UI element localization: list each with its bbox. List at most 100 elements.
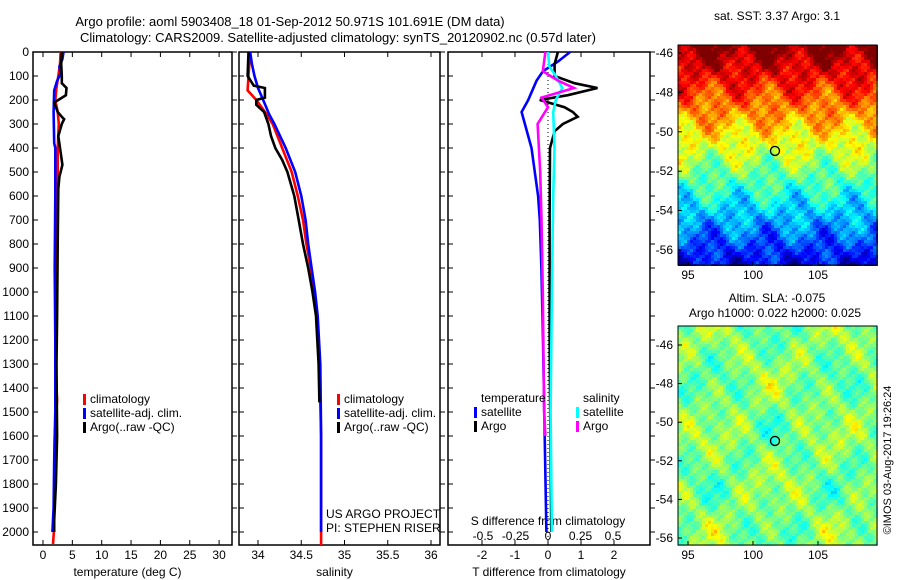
series-line-satellite-adj-clim-	[51, 51, 65, 533]
y-tick-label: 1600	[2, 429, 29, 443]
x-axis-label: T difference from climatology	[472, 565, 626, 579]
legend-label: satellite-adj. clim.	[90, 406, 182, 420]
x-tick-label: -1	[510, 548, 521, 562]
sla-map-image	[678, 326, 878, 546]
series-line-satellite-adj-clim-	[248, 51, 323, 532]
y-tick-label: 0	[22, 45, 29, 59]
x-axis-label: temperature (deg C)	[73, 565, 181, 579]
argo-float-marker	[769, 145, 781, 157]
x-tick-label: 5	[69, 548, 76, 562]
x-tick-label: 0	[545, 548, 552, 562]
lat-tick-label: -54	[656, 492, 674, 506]
legend-swatch	[576, 421, 579, 432]
y-tick-label: 400	[9, 141, 29, 155]
sst-map-frame	[677, 44, 878, 266]
legend-label: Argo(..raw -QC)	[344, 420, 429, 434]
lon-tick-label: 100	[743, 548, 763, 562]
x-tick-label: 34.5	[290, 548, 314, 562]
y-tick-label: 700	[9, 213, 29, 227]
s-tick-label: -0.25	[502, 529, 530, 543]
credit-pi: PI: STEPHEN RISER	[326, 521, 441, 535]
legend-label: satellite	[583, 405, 624, 419]
lat-tick-label: -56	[656, 243, 674, 257]
x-tick-label: 20	[154, 548, 168, 562]
lon-tick-label: 105	[808, 548, 828, 562]
y-tick-label: 1400	[2, 381, 29, 395]
figure-subtitle: Climatology: CARS2009. Satellite-adjuste…	[80, 30, 596, 45]
legend-label: climatology	[90, 392, 150, 406]
legend-swatch	[474, 421, 477, 432]
legend-swatch	[337, 408, 340, 419]
x-tick-label: 36	[424, 548, 438, 562]
y-tick-label: 1700	[2, 453, 29, 467]
lat-tick-label: -52	[656, 164, 674, 178]
legend-title-salinity: salinity	[583, 391, 620, 405]
x-tick-label: 25	[183, 548, 197, 562]
series-line-argo-raw-qc-	[52, 51, 68, 532]
y-tick-label: 1800	[2, 477, 29, 491]
lat-tick-label: -48	[656, 377, 674, 391]
s-tick-label: 0.25	[569, 529, 593, 543]
copyright-text: ©IMOS 03-Aug-2017 19:26:24	[882, 386, 894, 535]
x-tick-label: 2	[611, 548, 618, 562]
y-tick-label: 100	[9, 69, 29, 83]
series-line-s-argo	[536, 51, 578, 437]
x-tick-label: 0	[40, 548, 47, 562]
legend-swatch	[83, 394, 86, 405]
lat-tick-label: -54	[656, 204, 674, 218]
lat-tick-label: -52	[656, 454, 674, 468]
series-line-argo-raw-qc-	[246, 51, 321, 403]
legend-label: Argo	[583, 419, 609, 433]
y-tick-label: 200	[9, 93, 29, 107]
legend-swatch	[576, 407, 579, 418]
y-tick-label: 300	[9, 117, 29, 131]
x-tick-label: 35	[338, 548, 352, 562]
y-tick-label: 1000	[2, 285, 29, 299]
sla-map-subtitle: Argo h1000: 0.022 h2000: 0.025	[689, 306, 861, 320]
y-tick-label: 900	[9, 261, 29, 275]
legend-label: Argo	[481, 419, 507, 433]
salinity-plot-frame	[238, 51, 441, 546]
y-tick-label: 1500	[2, 405, 29, 419]
x-axis-label: salinity	[316, 565, 353, 579]
legend-swatch	[474, 407, 477, 418]
lat-tick-label: -50	[656, 415, 674, 429]
legend-label: Argo(..raw -QC)	[90, 420, 175, 434]
x-tick-label: 30	[212, 548, 226, 562]
s-axis-label: S difference from climatology	[471, 514, 626, 528]
x-tick-label: -2	[477, 548, 488, 562]
y-tick-label: 500	[9, 165, 29, 179]
figure-title: Argo profile: aoml 5903408_18 01-Sep-201…	[75, 14, 504, 29]
legend-label: satellite-adj. clim.	[344, 406, 436, 420]
sst-map-image	[678, 45, 878, 266]
legend-label: climatology	[344, 392, 404, 406]
y-tick-label: 1300	[2, 357, 29, 371]
x-tick-label: 10	[95, 548, 109, 562]
series-line-t-argo	[539, 51, 598, 533]
s-tick-label: 0.5	[605, 529, 622, 543]
credit-project: US ARGO PROJECT	[326, 507, 441, 521]
temperature-plot-frame	[32, 51, 233, 546]
x-tick-label: 35.5	[376, 548, 400, 562]
legend-swatch	[83, 408, 86, 419]
s-tick-label: 0	[545, 529, 552, 543]
s-tick-label: -0.5	[473, 529, 494, 543]
lat-tick-label: -50	[656, 125, 674, 139]
series-line-s-satellite	[546, 51, 564, 533]
y-tick-label: 2000	[2, 525, 29, 539]
lon-tick-label: 95	[681, 548, 695, 562]
series-line-climatology	[246, 51, 323, 545]
lat-tick-label: -48	[656, 85, 674, 99]
sst-map-title: sat. SST: 3.37 Argo: 3.1	[714, 9, 840, 23]
lon-tick-label: 105	[808, 268, 828, 282]
legend-swatch	[83, 422, 86, 433]
x-tick-label: 15	[124, 548, 138, 562]
lat-tick-label: -46	[656, 338, 674, 352]
legend-title-temperature: temperature	[481, 391, 546, 405]
sla-map-frame	[677, 325, 878, 546]
y-tick-label: 800	[9, 237, 29, 251]
legend-label: satellite	[481, 405, 522, 419]
sla-map-title: Altim. SLA: -0.075	[729, 291, 826, 305]
y-tick-label: 1200	[2, 333, 29, 347]
